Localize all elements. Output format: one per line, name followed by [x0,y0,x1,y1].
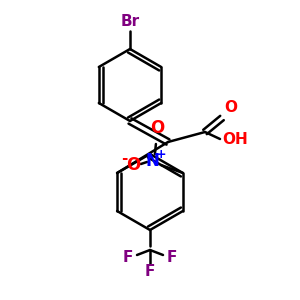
Text: -: - [121,152,127,166]
Text: Br: Br [120,14,140,29]
Text: O: O [224,100,237,115]
Text: OH: OH [222,131,248,146]
Text: N: N [146,152,160,170]
Text: F: F [145,265,155,280]
Text: F: F [123,250,133,266]
Text: O: O [150,119,164,137]
Text: F: F [167,250,177,266]
Text: +: + [156,148,166,161]
Text: O: O [126,156,140,174]
